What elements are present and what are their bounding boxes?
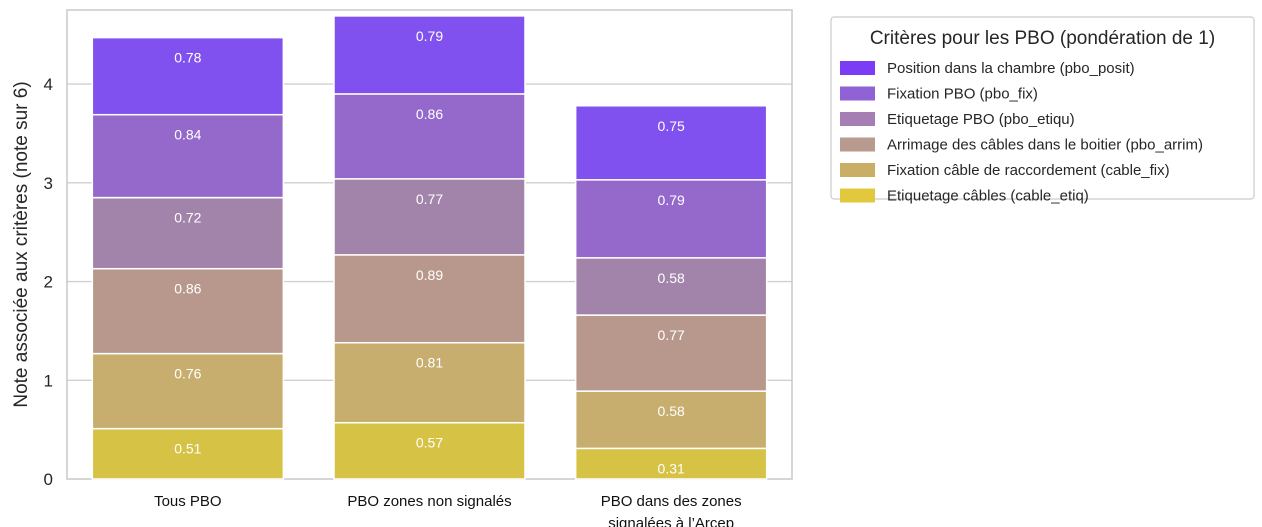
bar-segment-2-5 (574, 105, 768, 181)
bar-value-label-1-0: 0.57 (416, 435, 443, 451)
bar-value-label-2-1: 0.58 (658, 403, 685, 419)
legend: Critères pour les PBO (pondération de 1)… (830, 16, 1255, 205)
legend-swatch-4 (840, 163, 875, 177)
legend-swatch-2 (840, 112, 875, 126)
bar-segment-1-2 (333, 254, 526, 344)
y-tick-label-3: 3 (44, 174, 53, 193)
bar-segment-2-2 (574, 314, 768, 392)
bar-segment-0-4 (91, 113, 285, 199)
bar-value-label-0-1: 0.76 (174, 366, 201, 382)
bar-segment-0-2 (91, 267, 285, 355)
y-axis-label: Note associée aux critères (note sur 6) (11, 81, 32, 407)
bar-value-label-0-5: 0.78 (174, 50, 201, 66)
bar-value-label-2-3: 0.58 (658, 270, 685, 286)
y-tick-label-1: 1 (44, 371, 53, 390)
legend-item-label-3: Arrimage des câbles dans le boitier (pbo… (887, 137, 1203, 154)
bar-segment-0-5 (91, 36, 285, 116)
legend-item-label-5: Etiquetage câbles (cable_etiq) (887, 188, 1089, 205)
x-tick-label-1: PBO zones non signalés (347, 493, 511, 510)
bar-segment-0-0 (91, 427, 285, 480)
y-tick-label-4: 4 (44, 75, 53, 94)
x-tick-label-2-line-1: signalées à l’Arcep (608, 515, 734, 527)
bar-segment-2-1 (574, 390, 768, 450)
legend-swatch-1 (840, 86, 875, 101)
plot-area: 0 1 2 3 4 Note associée aux critères (note su… (11, 9, 793, 527)
legend-item-label-1: Fixation PBO (pbo_fix) (887, 86, 1038, 103)
bar-value-label-0-4: 0.84 (174, 127, 201, 143)
bar-segment-0-1 (91, 352, 285, 430)
bar-value-label-1-2: 0.89 (416, 267, 443, 283)
bar-value-label-1-3: 0.77 (416, 191, 443, 207)
bar-segment-1-3 (333, 178, 526, 256)
legend-item-label-0: Position dans la chambre (pbo_posit) (887, 60, 1135, 77)
bar-value-label-1-5: 0.79 (416, 28, 443, 44)
y-tick-label-0: 0 (44, 470, 53, 489)
bar-segment-1-5 (333, 15, 526, 95)
bar-value-label-2-5: 0.75 (658, 118, 685, 134)
legend-item-label-4: Fixation câble de raccordement (cable_fi… (887, 162, 1170, 179)
bar-segment-1-1 (333, 341, 526, 424)
bar-value-label-0-3: 0.72 (174, 210, 201, 226)
bar-value-label-2-4: 0.79 (658, 192, 685, 208)
legend-item-label-2: Etiquetage PBO (pbo_etiqu) (887, 111, 1075, 128)
x-tick-label-0: Tous PBO (154, 493, 222, 510)
legend-swatch-5 (840, 188, 875, 203)
bar-segment-1-0 (333, 421, 526, 480)
bar-value-label-1-4: 0.86 (416, 106, 443, 122)
legend-title: Critères pour les PBO (pondération de 1) (870, 28, 1215, 49)
bar-value-label-0-0: 0.51 (174, 441, 201, 457)
bar-segment-2-0 (574, 447, 768, 480)
bar-value-label-0-2: 0.86 (174, 281, 201, 297)
x-tick-label-2-line-0: PBO dans des zones (601, 493, 742, 510)
legend-swatch-0 (840, 61, 875, 75)
y-tick-label-2: 2 (44, 273, 53, 292)
bar-value-label-2-2: 0.77 (658, 327, 685, 343)
bar-value-label-1-1: 0.81 (416, 355, 443, 371)
legend-box (830, 16, 1255, 200)
bar-segment-0-3 (91, 196, 285, 270)
bar-segment-2-3 (574, 257, 768, 316)
legend-swatch-3 (840, 137, 875, 152)
bar-value-label-2-0: 0.31 (658, 460, 685, 476)
